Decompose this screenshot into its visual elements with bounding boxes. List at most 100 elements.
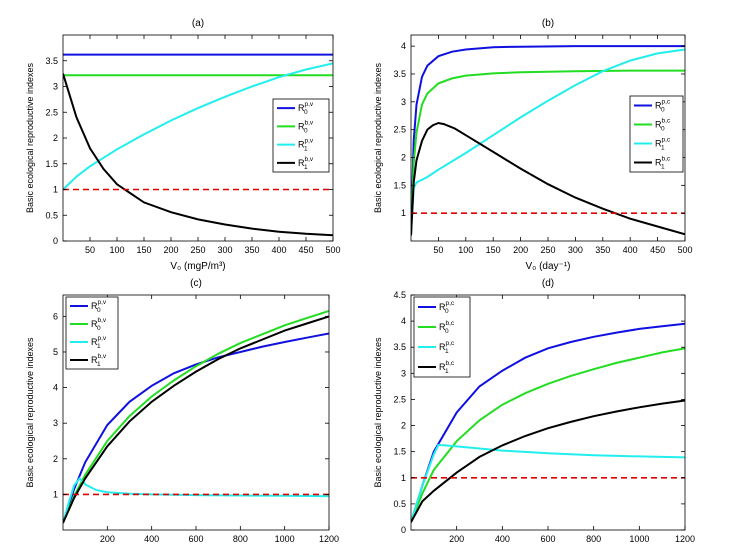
panel-c-title: (c) bbox=[190, 278, 202, 289]
panel-d-ylabel: Basic ecological reproductive indexes bbox=[373, 337, 383, 488]
panel-d-xtick-label: 400 bbox=[495, 534, 510, 544]
panel-b-legend-label: Rp,c 1 bbox=[655, 137, 671, 152]
panel-c-xtick-label: 800 bbox=[233, 534, 248, 544]
panel-b-xtick-label: 200 bbox=[513, 245, 528, 255]
panel-c-series-0 bbox=[63, 332, 329, 524]
panel-c-legend-label: Rp,v 0 bbox=[91, 299, 107, 314]
panel-d-xtick-label: 800 bbox=[586, 534, 601, 544]
panel-a-xtick-label: 150 bbox=[136, 245, 151, 255]
panel-d-ytick-label: 4.5 bbox=[393, 290, 406, 300]
panel-b-xtick-label: 450 bbox=[650, 245, 665, 255]
panel-c-ytick-label: 1 bbox=[53, 489, 58, 499]
panel-a-xtick-label: 500 bbox=[325, 245, 340, 255]
panel-c-ytick-label: 2 bbox=[53, 454, 58, 464]
panel-a-xtick-label: 400 bbox=[271, 245, 286, 255]
panel-a-xlabel: V₀ (mgP/m³) bbox=[170, 261, 225, 272]
panel-a-ytick-label: 1.5 bbox=[45, 159, 58, 169]
panel-c-legend-label: Rp,v 1 bbox=[91, 335, 107, 350]
panel-a-legend-label: Rp,v 0 bbox=[298, 101, 314, 116]
panel-d-legend-label: Rb,c 0 bbox=[439, 320, 455, 335]
panel-b-xtick-label: 50 bbox=[433, 245, 443, 255]
panel-a-xtick-label: 300 bbox=[217, 245, 232, 255]
panel-b-xlabel: V₀ (day⁻¹) bbox=[526, 261, 571, 272]
panel-d-ytick-label: 0.5 bbox=[393, 499, 406, 509]
panel-b: (b) 50 100 150 200 250 300 350 400 450 500 1 1.5 2 2.5… bbox=[373, 18, 693, 272]
panel-b-xtick-label: 150 bbox=[486, 245, 501, 255]
panel-b-ytick-label: 3.5 bbox=[393, 69, 406, 79]
panel-d-xtick-label: 200 bbox=[449, 534, 464, 544]
panel-b-ytick-label: 1.5 bbox=[393, 180, 406, 190]
panel-a-xtick-label: 450 bbox=[298, 245, 313, 255]
panel-a-legend-label: Rb,v 0 bbox=[298, 119, 314, 134]
panel-d-legend: Rp,c 0 Rb,c 0 Rp,c 1 Rb,c 1 bbox=[413, 296, 471, 378]
panel-c-xtick-label: 600 bbox=[188, 534, 203, 544]
panel-c-ytick-label: 4 bbox=[53, 383, 58, 393]
panel-b-ylabel: Basic ecological reproductive indexes bbox=[373, 62, 383, 213]
panel-a-xtick-label: 350 bbox=[244, 245, 259, 255]
panel-a-ytick-label: 0 bbox=[53, 236, 58, 246]
panel-b-ytick-label: 3 bbox=[401, 97, 406, 107]
panel-c: (c)20040060080010001200123456I₀ (μmol(ph… bbox=[25, 278, 339, 544]
panel-c-legend-label: Rb,v 1 bbox=[91, 353, 107, 368]
panel-d-series-3 bbox=[411, 399, 685, 523]
panel-b-series-3 bbox=[411, 121, 685, 236]
panel-b-legend-label: Rb,c 1 bbox=[655, 156, 671, 171]
panel-c-series-1 bbox=[63, 310, 329, 524]
panel-a-legend-label: Rb,v 1 bbox=[298, 156, 314, 171]
panel-d-legend-label: Rp,c 1 bbox=[439, 340, 455, 355]
panel-b-ytick-label: 1 bbox=[401, 208, 406, 218]
panel-d-ytick-label: 1.5 bbox=[393, 447, 406, 457]
panel-c-ytick-label: 3 bbox=[53, 418, 58, 428]
panel-c-series-3 bbox=[63, 315, 329, 524]
panel-b-legend: Rp,c 0 Rb,c 0 Rp,c 1 Rb,c 1 bbox=[629, 95, 684, 173]
panel-b-xtick-label: 500 bbox=[677, 245, 692, 255]
panel-a-title: (a) bbox=[192, 18, 204, 29]
panel-d-xtick-label: 1000 bbox=[629, 534, 649, 544]
panel-d-ytick-label: 1 bbox=[401, 473, 406, 483]
panel-a-ytick-label: 2 bbox=[53, 133, 58, 143]
panel-a: (a) 50 100 150 200 250 300 350 400 450 500 0 0.5 1 1.5… bbox=[25, 18, 341, 272]
panel-a-series-2 bbox=[63, 62, 333, 191]
panel-c-xtick-label: 1000 bbox=[275, 534, 295, 544]
panel-d-ytick-label: 3 bbox=[401, 368, 406, 378]
panel-c-ytick-label: 6 bbox=[53, 311, 58, 321]
panel-a-ytick-label: 2.5 bbox=[45, 107, 58, 117]
panel-b-xtick-label: 350 bbox=[595, 245, 610, 255]
panel-b-series-2 bbox=[411, 48, 685, 236]
panel-d-ytick-label: 3.5 bbox=[393, 342, 406, 352]
panel-a-xtick-label: 50 bbox=[85, 245, 95, 255]
panel-b-title: (b) bbox=[542, 18, 554, 29]
panel-c-series-2 bbox=[63, 476, 329, 524]
panel-d-ytick-label: 2.5 bbox=[393, 394, 406, 404]
panel-a-legend-label: Rp,v 1 bbox=[298, 138, 314, 153]
panel-d-series-1 bbox=[411, 347, 685, 523]
panel-a-xtick-label: 100 bbox=[109, 245, 124, 255]
panel-d: (d) 200 400 600 800 1000 1200 0 0.5 1 1.5 2 2.5 3 3.5 4… bbox=[373, 278, 695, 544]
panel-b-legend-box bbox=[629, 95, 684, 173]
panel-d-xtick-label: 1200 bbox=[675, 534, 695, 544]
panel-c-xtick-label: 200 bbox=[100, 534, 115, 544]
panel-b-series-0 bbox=[411, 45, 685, 236]
panel-d-legend-label: Rp,c 0 bbox=[439, 300, 455, 315]
panel-a-ylabel: Basic ecological reproductive indexes bbox=[25, 62, 35, 213]
panel-c-ytick-label: 5 bbox=[53, 347, 58, 357]
panel-b-xtick-label: 250 bbox=[540, 245, 555, 255]
panel-c-legend: Rp,v 0 Rb,v 0 Rp,v 1 Rb,v 1 bbox=[65, 296, 119, 370]
panel-d-ytick-label: 4 bbox=[401, 316, 406, 326]
panel-c-ylabel: Basic ecological reproductive indexes bbox=[25, 337, 35, 488]
panel-a-ytick-label: 3.5 bbox=[45, 56, 58, 66]
panel-d-series-2 bbox=[411, 443, 685, 523]
panel-d-ytick-label: 0 bbox=[401, 525, 406, 535]
panel-a-ytick-label: 3 bbox=[53, 82, 58, 92]
panel-a-legend: Rp,v 0 Rb,v 0 Rp,v 1 Rb,v 1 bbox=[272, 98, 330, 173]
panel-a-legend-box bbox=[272, 98, 330, 173]
panel-b-legend-label: Rb,c 0 bbox=[655, 118, 671, 133]
panel-a-ytick-label: 0.5 bbox=[45, 210, 58, 220]
panel-a-xtick-label: 250 bbox=[190, 245, 205, 255]
panel-d-title: (d) bbox=[542, 278, 554, 289]
panel-d-legend-label: Rb,c 1 bbox=[439, 360, 455, 375]
panel-c-legend-label: Rb,v 0 bbox=[91, 317, 107, 332]
panel-b-xtick-label: 300 bbox=[568, 245, 583, 255]
panel-d-legend-box bbox=[413, 296, 471, 378]
